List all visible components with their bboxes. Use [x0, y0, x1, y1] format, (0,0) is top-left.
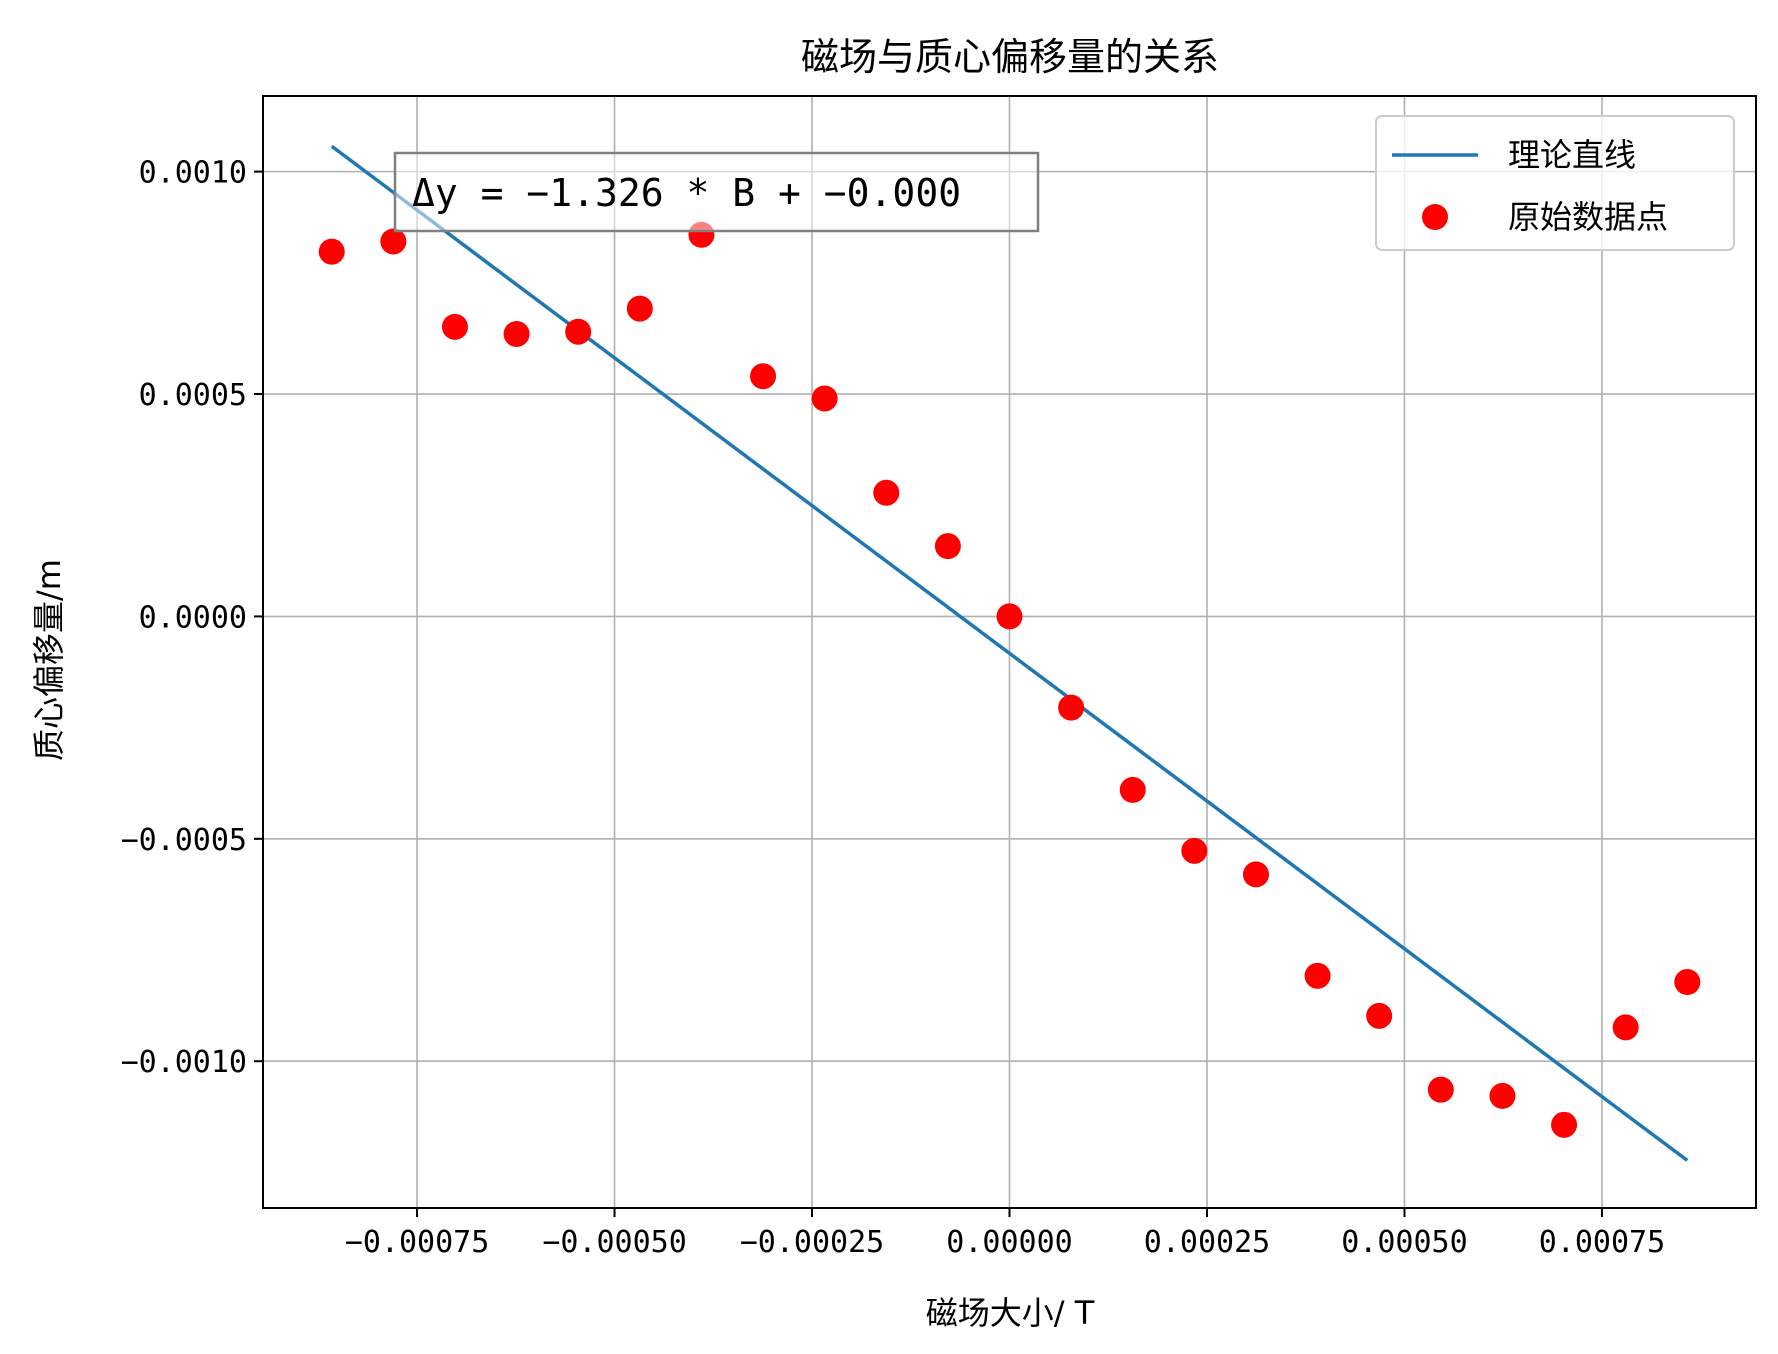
x-tick-label: −0.00075: [345, 1225, 490, 1260]
equation-text: Δy = −1.326 * B + −0.000: [412, 171, 961, 215]
x-tick-label: −0.00050: [542, 1225, 687, 1260]
data-point: [1304, 962, 1331, 989]
equation-box: [393, 151, 1040, 233]
x-axis-label: 磁场大小/ T: [926, 1294, 1095, 1332]
data-point: [996, 603, 1023, 630]
y-tick-label: 0.0000: [139, 600, 247, 635]
chart-title: 磁场与质心偏移量的关系: [801, 35, 1219, 79]
data-point: [441, 313, 468, 340]
legend-label-points: 原始数据点: [1508, 198, 1668, 236]
data-point: [1242, 861, 1269, 888]
x-tick-label: 0.00075: [1539, 1225, 1665, 1260]
data-point: [1181, 837, 1208, 864]
scatter-series: [318, 221, 1701, 1138]
data-point: [565, 318, 592, 345]
legend-point-swatch: [1422, 204, 1448, 230]
x-tick-label: 0.00025: [1144, 1225, 1270, 1260]
data-point: [750, 363, 777, 390]
y-tick-label: −0.0010: [121, 1045, 247, 1080]
y-tick-label: −0.0005: [121, 823, 247, 858]
theory-line: [330, 144, 1689, 1162]
y-tick-label: 0.0005: [139, 378, 247, 413]
data-point: [1119, 776, 1146, 803]
legend-label-line: 理论直线: [1508, 136, 1636, 174]
x-tick-label: −0.00025: [740, 1225, 885, 1260]
data-point: [626, 295, 653, 322]
data-point: [1058, 694, 1085, 721]
data-point: [934, 533, 961, 560]
line-series: [330, 144, 1689, 1162]
data-point: [318, 238, 345, 265]
data-point: [1489, 1082, 1516, 1109]
x-tick-label: 0.00000: [946, 1225, 1072, 1260]
legend: 理论直线 原始数据点: [1375, 115, 1735, 251]
data-point: [1366, 1002, 1393, 1029]
data-point: [1551, 1111, 1578, 1138]
y-axis-label: 质心偏移量/m: [30, 559, 68, 761]
data-point: [811, 385, 838, 412]
y-axis-ticks: 0.0010 0.0005 0.0000 −0.0005 −0.0010: [121, 156, 263, 1080]
data-point: [873, 479, 900, 506]
legend-box: [1375, 115, 1735, 251]
x-tick-label: 0.00050: [1341, 1225, 1467, 1260]
data-point: [1612, 1014, 1639, 1041]
data-point: [1427, 1076, 1454, 1103]
x-axis-ticks: −0.00075 −0.00050 −0.00025 0.00000 0.00025 0.…: [345, 1208, 1665, 1260]
data-point: [380, 228, 407, 255]
equation-annotation: Δy = −1.326 * B + −0.000: [393, 151, 1040, 233]
y-tick-label: 0.0010: [139, 156, 247, 191]
data-point: [1674, 969, 1701, 996]
data-point: [503, 320, 530, 347]
